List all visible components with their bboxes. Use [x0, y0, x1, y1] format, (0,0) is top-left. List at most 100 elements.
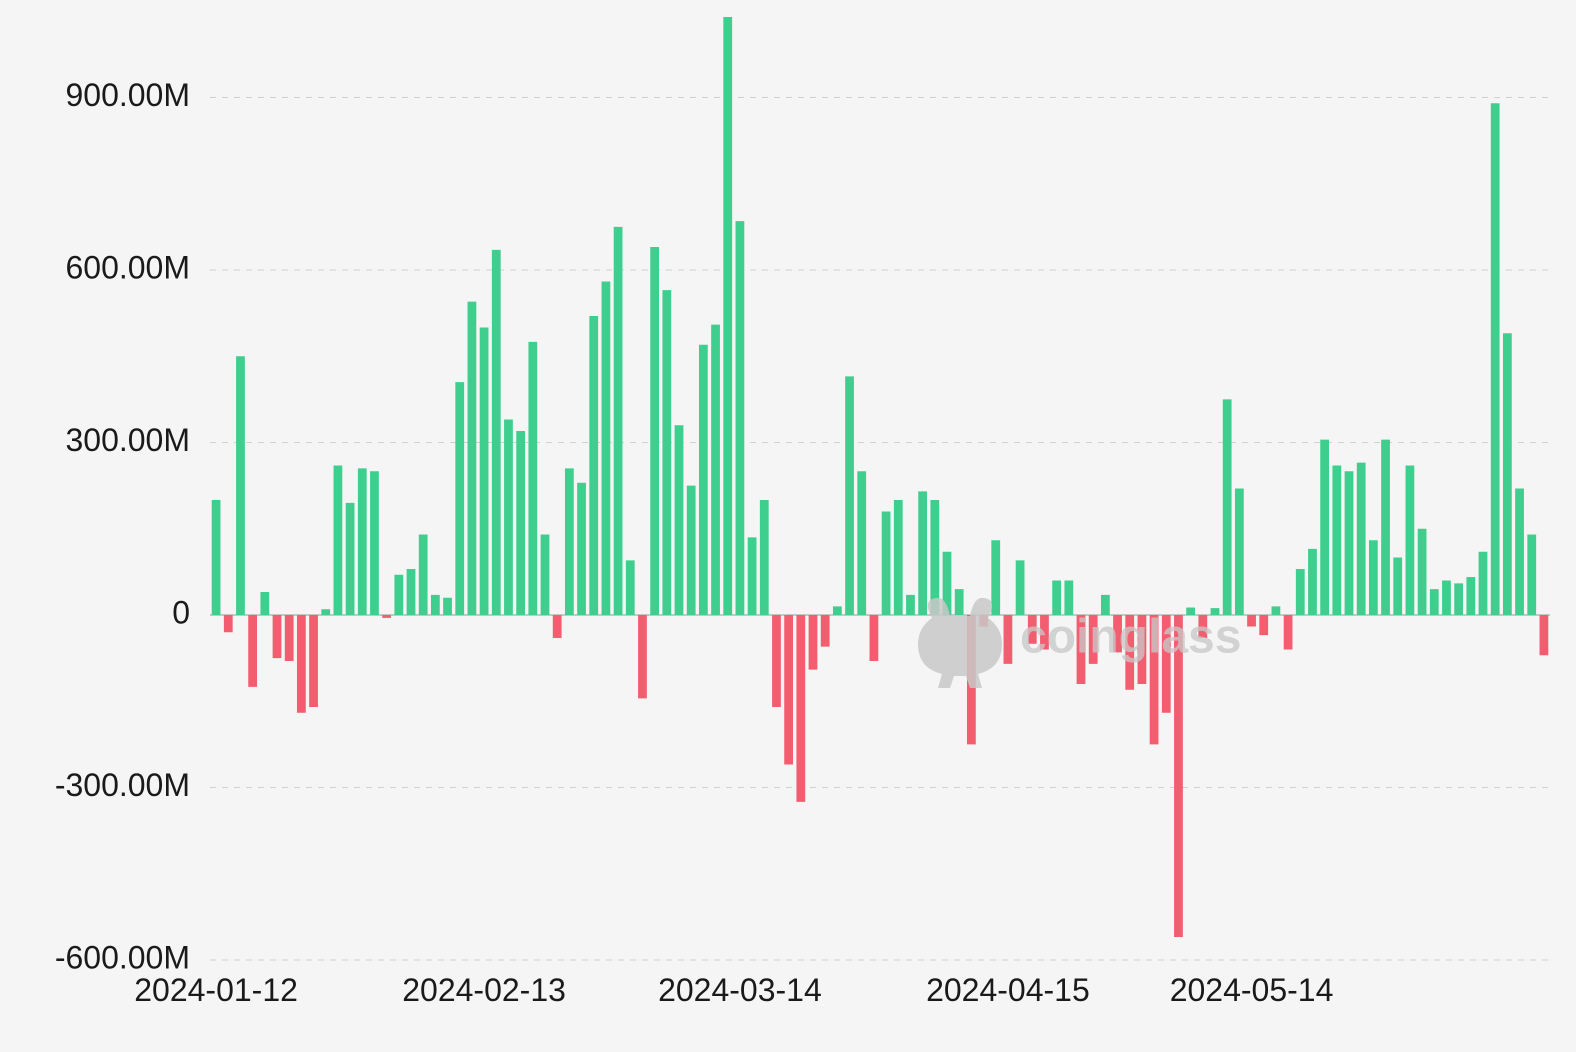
bar — [480, 328, 489, 616]
bar — [321, 609, 330, 615]
bar — [528, 342, 537, 615]
watermark-text: coinglass — [1020, 611, 1241, 664]
bars-group — [212, 17, 1549, 937]
chart-svg: -600.00M-300.00M0300.00M600.00M900.00M20… — [0, 0, 1576, 1052]
bar — [918, 491, 927, 615]
bar — [1503, 333, 1512, 615]
x-axis-label: 2024-01-12 — [134, 972, 298, 1008]
bar — [1345, 471, 1354, 615]
bar — [675, 425, 684, 615]
bar — [273, 615, 282, 658]
bar — [638, 615, 647, 698]
bar — [212, 500, 221, 615]
bar — [1357, 463, 1366, 615]
bar — [784, 615, 793, 765]
bar — [991, 540, 1000, 615]
bar — [1272, 606, 1281, 615]
bar — [224, 615, 233, 632]
bar — [1369, 540, 1378, 615]
bar — [1381, 440, 1390, 615]
bar — [236, 356, 245, 615]
bar — [1466, 577, 1475, 615]
bar — [407, 569, 416, 615]
y-axis-label: 900.00M — [65, 77, 190, 113]
bar — [358, 468, 367, 615]
bar — [443, 598, 452, 615]
bar — [1004, 615, 1013, 664]
x-axis-label: 2024-05-14 — [1170, 972, 1334, 1008]
bar — [723, 17, 732, 615]
bar — [736, 221, 745, 615]
y-axis-label: 0 — [172, 594, 190, 630]
bar — [1016, 560, 1025, 615]
bar — [1491, 103, 1500, 615]
bar — [1454, 583, 1463, 615]
bar — [553, 615, 562, 638]
bar — [577, 483, 586, 615]
bar — [1418, 529, 1427, 615]
bar — [382, 615, 391, 618]
x-axis-label: 2024-03-14 — [658, 972, 822, 1008]
bar — [1442, 581, 1451, 616]
bar — [882, 512, 891, 616]
bar — [1296, 569, 1305, 615]
bar — [1320, 440, 1329, 615]
bar — [468, 302, 477, 615]
bar — [1223, 399, 1232, 615]
bar — [930, 500, 939, 615]
y-axis-label: -600.00M — [55, 939, 190, 975]
bar — [370, 471, 379, 615]
bar — [906, 595, 915, 615]
bar — [260, 592, 269, 615]
bar — [748, 537, 757, 615]
bar — [492, 250, 501, 615]
bar — [870, 615, 879, 661]
bar — [297, 615, 306, 713]
bar — [894, 500, 903, 615]
bar — [699, 345, 708, 615]
bar — [955, 589, 964, 615]
y-axis-label: 300.00M — [65, 422, 190, 458]
bar — [248, 615, 257, 687]
bar — [796, 615, 805, 802]
bar — [394, 575, 403, 615]
bar — [516, 431, 525, 615]
bar — [760, 500, 769, 615]
bar — [821, 615, 830, 647]
bar — [346, 503, 355, 615]
bar — [285, 615, 294, 661]
bar — [1259, 615, 1268, 635]
bar — [455, 382, 464, 615]
bar — [1479, 552, 1488, 615]
bar — [650, 247, 659, 615]
bar — [845, 376, 854, 615]
x-axis-label: 2024-02-13 — [402, 972, 566, 1008]
bar — [833, 606, 842, 615]
bar — [541, 535, 550, 616]
bar — [431, 595, 440, 615]
bar — [1540, 615, 1549, 655]
bar — [1332, 466, 1341, 616]
x-axis-label: 2024-04-15 — [926, 972, 1090, 1008]
bar — [687, 486, 696, 615]
bar — [565, 468, 574, 615]
bar — [614, 227, 623, 615]
bar — [334, 466, 343, 616]
bar — [1515, 489, 1524, 616]
bar — [309, 615, 318, 707]
bar — [1308, 549, 1317, 615]
bar — [711, 325, 720, 615]
bar — [857, 471, 866, 615]
bar — [1430, 589, 1439, 615]
bar — [589, 316, 598, 615]
bar — [662, 290, 671, 615]
bar — [1247, 615, 1256, 627]
bar — [1527, 535, 1536, 616]
bar — [1235, 489, 1244, 616]
y-axis-label: -300.00M — [55, 767, 190, 803]
bar — [809, 615, 818, 670]
chart-container: -600.00M-300.00M0300.00M600.00M900.00M20… — [0, 0, 1576, 1052]
bar — [419, 535, 428, 616]
bar — [1284, 615, 1293, 650]
bar — [626, 560, 635, 615]
